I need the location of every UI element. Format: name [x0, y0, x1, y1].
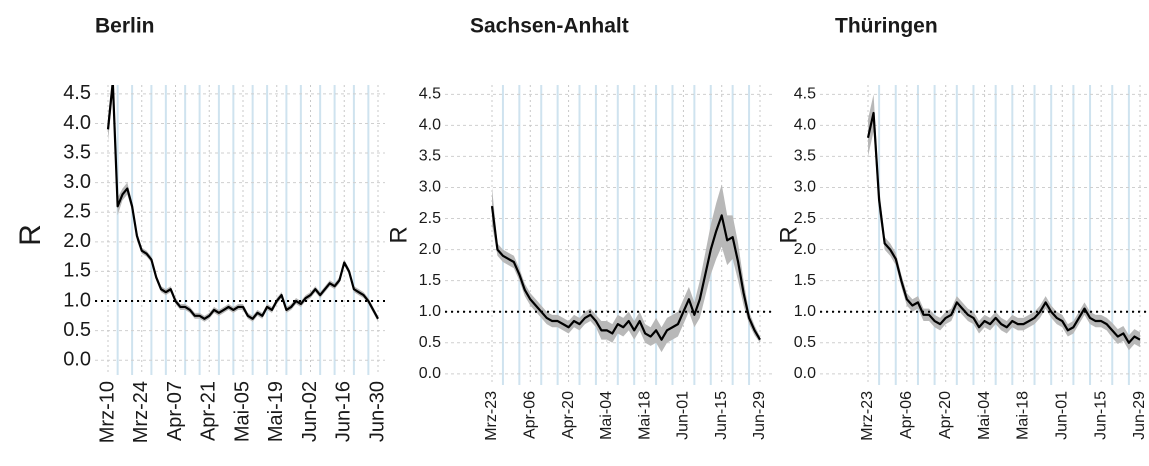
- y-tick-label: 1.0: [419, 303, 441, 320]
- panel-title: Berlin: [95, 15, 155, 38]
- y-tick-label: 3.5: [63, 141, 91, 163]
- panel-title: Sachsen-Anhalt: [470, 15, 629, 38]
- x-tick-label: Apr-21: [198, 381, 220, 441]
- x-tick-label: Mai-04: [976, 391, 993, 440]
- x-tick-label: Apr-20: [937, 391, 954, 439]
- y-tick-label: 2.0: [419, 241, 441, 258]
- y-axis-label: R: [775, 226, 802, 243]
- x-tick-label: Jun-29: [751, 391, 768, 440]
- y-tick-label: 1.0: [794, 303, 816, 320]
- confidence-band: [492, 184, 760, 353]
- x-tick-label: Mai-04: [598, 391, 615, 440]
- y-tick-label: 4.0: [63, 112, 91, 134]
- y-tick-label: 0.5: [63, 319, 91, 341]
- y-tick-label: 4.0: [794, 117, 816, 134]
- x-tick-label: Jun-30: [366, 381, 388, 442]
- y-tick-label: 4.0: [419, 117, 441, 134]
- y-tick-label: 0.5: [794, 334, 816, 351]
- r-line: [490, 205, 761, 341]
- y-tick-label: 1.0: [63, 289, 91, 311]
- y-tick-label: 4.5: [419, 86, 441, 103]
- y-tick-label: 3.0: [419, 179, 441, 196]
- y-tick-label: 3.5: [419, 148, 441, 165]
- x-tick-label: Mrz-10: [96, 381, 118, 443]
- y-axis-label: R: [14, 224, 47, 246]
- y-tick-label: 3.0: [794, 179, 816, 196]
- x-tick-label: Jun-29: [1131, 391, 1148, 440]
- x-tick-label: Jun-15: [1092, 391, 1109, 440]
- y-tick-label: 4.5: [63, 82, 91, 104]
- x-tick-label: Jun-02: [299, 381, 321, 442]
- y-tick-label: 3.5: [794, 148, 816, 165]
- y-tick-label: 2.0: [63, 230, 91, 252]
- y-tick-label: 0.0: [794, 365, 816, 382]
- r-line: [866, 111, 1141, 344]
- x-tick-label: Apr-06: [898, 391, 915, 439]
- y-tick-label: 2.5: [419, 210, 441, 227]
- x-tick-label: Jun-01: [1054, 391, 1071, 440]
- y-axis-label: R: [385, 226, 412, 243]
- y-tick-label: 0.0: [63, 348, 91, 370]
- y-tick-label: 2.5: [63, 201, 91, 223]
- y-tick-label: 3.0: [63, 171, 91, 193]
- x-tick-label: Mrz-23: [859, 391, 876, 441]
- y-tick-label: 2.0: [794, 241, 816, 258]
- y-tick-label: 1.5: [63, 260, 91, 282]
- x-tick-label: Mai-19: [265, 381, 287, 442]
- x-tick-label: Mai-18: [1015, 391, 1032, 440]
- x-tick-label: Apr-07: [164, 381, 186, 441]
- x-tick-label: Mrz-23: [483, 391, 500, 441]
- x-tick-label: Jun-15: [713, 391, 730, 440]
- y-tick-label: 4.5: [794, 86, 816, 103]
- x-tick-label: Mai-05: [231, 381, 253, 442]
- confidence-band: [868, 94, 1140, 351]
- r-line: [106, 85, 379, 320]
- y-tick-label: 2.5: [794, 210, 816, 227]
- y-tick-label: 0.0: [419, 365, 441, 382]
- x-tick-label: Jun-16: [333, 381, 355, 442]
- x-tick-label: Mai-18: [636, 391, 653, 440]
- x-tick-label: Apr-20: [560, 391, 577, 439]
- panel-title: Thüringen: [835, 15, 938, 38]
- x-tick-label: Apr-06: [522, 391, 539, 439]
- x-tick-label: Jun-01: [675, 391, 692, 440]
- y-tick-label: 0.5: [419, 334, 441, 351]
- y-tick-label: 1.5: [794, 272, 816, 289]
- x-tick-label: Mrz-24: [130, 381, 152, 443]
- y-tick-label: 1.5: [419, 272, 441, 289]
